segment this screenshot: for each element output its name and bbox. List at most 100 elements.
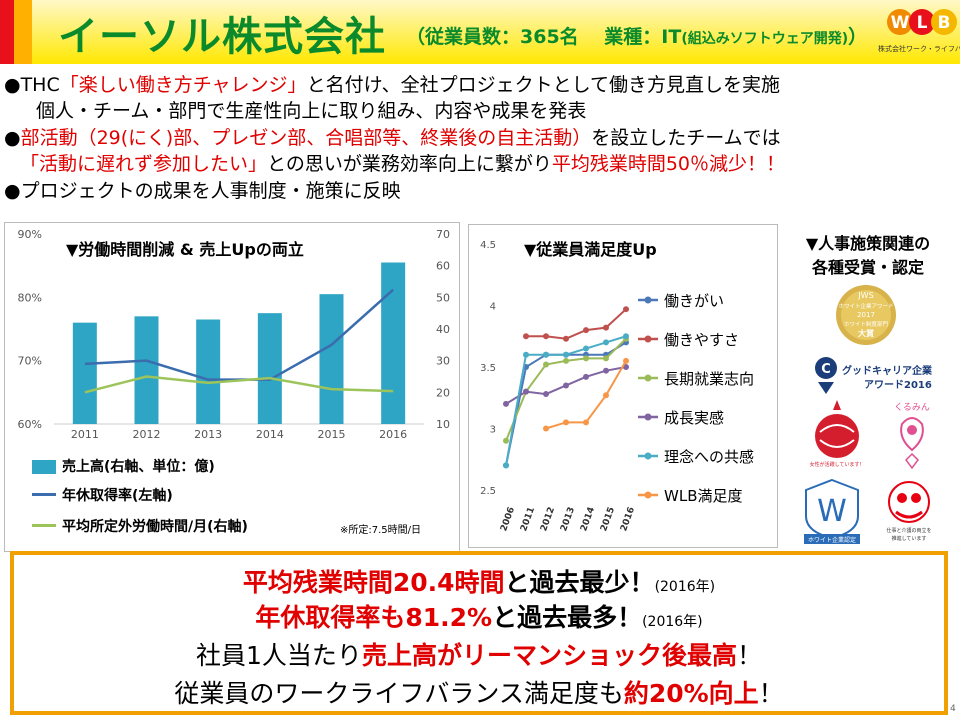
summary-line-leave: 年休取得率も81.2%と過去最多！(2016年) xyxy=(255,603,703,632)
kurumin-text: くるみん xyxy=(894,402,930,413)
bullet-policy: ●プロジェクトの成果を人事制度・施策に反映 xyxy=(4,180,401,202)
summary-line-wlb: 従業員のワークライフバランス満足度も約20%向上！ xyxy=(174,679,784,708)
series-point xyxy=(563,357,569,364)
overtime-line xyxy=(84,375,394,394)
legend-leave: 年休取得率(左軸) xyxy=(62,488,173,504)
series-point xyxy=(603,355,609,362)
goodcareer-line2: アワード2016 xyxy=(864,379,932,391)
series-point xyxy=(583,327,589,334)
jws-award-badge: JWS ホワイト企業アワード 2017 ホワイト制度部門 大賞 xyxy=(828,284,904,346)
series-point xyxy=(523,333,529,340)
series-point xyxy=(503,400,509,407)
x-tick-label: 2006 xyxy=(499,506,517,533)
legend-label: 長期就業志向 xyxy=(664,370,754,388)
x-tick-label: 2015 xyxy=(599,506,617,533)
series-point xyxy=(583,373,589,380)
x-tick-label: 2014 xyxy=(579,506,597,533)
logo-letter-b: B xyxy=(938,13,951,33)
legend-label: 理念への共感 xyxy=(664,448,754,466)
work-hours-sales-chart: 60% 70% 80% 90% 10 20 30 40 50 60 70 2011 2012 2013 20… xyxy=(18,228,450,441)
awards-heading: ▼人事施策関連の 各種受賞・認定 xyxy=(805,234,931,277)
leave-rate-line xyxy=(84,288,394,381)
y-tick-label: 3.5 xyxy=(480,363,496,374)
wlb-logo: W L B xyxy=(886,2,958,42)
jws-line5: 大賞 xyxy=(858,328,874,338)
svg-text:W: W xyxy=(817,494,847,529)
josei-katsuyaku-badge: 女性が活躍しています！ xyxy=(806,398,868,468)
series-line xyxy=(526,308,627,340)
sales-bar xyxy=(72,322,97,424)
series-point xyxy=(523,351,529,358)
header-red-stripe xyxy=(0,0,14,64)
x-tick-label: 2014 xyxy=(256,428,284,441)
series-point xyxy=(583,345,589,352)
series-point xyxy=(583,355,589,362)
legend-overtime-swatch xyxy=(32,524,56,527)
jws-line2: ホワイト企業アワード xyxy=(838,302,893,310)
jws-line3: 2017 xyxy=(857,311,875,319)
series-point xyxy=(563,419,569,426)
legend-label: WLB満足度 xyxy=(664,487,742,505)
good-career-award: C グッドキャリア企業 アワード2016 xyxy=(812,352,942,398)
x-tick-label: 2012 xyxy=(133,428,161,441)
series-point xyxy=(563,351,569,358)
summary-box xyxy=(10,551,948,715)
white-cert-text: ホワイト企業認定 xyxy=(808,536,856,544)
y-tick-label: 4.5 xyxy=(480,240,496,251)
kurumin-badge: くるみん xyxy=(880,398,944,472)
jws-line1: JWS xyxy=(857,291,873,300)
x-tick-label: 2015 xyxy=(318,428,346,441)
header-orange-stripe xyxy=(14,0,32,64)
sales-bar xyxy=(196,319,221,424)
legend-leave-swatch xyxy=(32,493,56,496)
logo-letter-w: W xyxy=(891,13,910,33)
series-point xyxy=(503,437,509,444)
x-tick-label: 2011 xyxy=(519,506,537,533)
page-number: 4 xyxy=(950,704,956,714)
series-point xyxy=(543,333,549,340)
legend-marker xyxy=(644,491,652,499)
y-tick-label: 2.5 xyxy=(480,486,496,497)
sales-bar xyxy=(319,294,344,424)
legend-marker xyxy=(644,296,652,304)
bullet-thc: ●THC「楽しい働き方チャレンジ」と名付け、全社プロジェクトとして働き方見直しを… xyxy=(4,74,781,96)
series-point xyxy=(603,367,609,374)
logo-caption: 株式会社ワーク・ライフバランス xyxy=(878,45,960,53)
sales-bar xyxy=(381,262,406,424)
logo-letter-l: L xyxy=(917,13,928,33)
summary-line-overtime: 平均残業時間20.4時間と過去最少！(2016年) xyxy=(242,568,716,597)
series-point xyxy=(503,462,509,469)
series-point xyxy=(543,351,549,358)
josei-text: 女性が活躍しています！ xyxy=(810,461,865,468)
series-point xyxy=(623,357,629,364)
legend-label: 働きがい xyxy=(664,292,724,310)
y-left-tick-label: 90% xyxy=(18,228,42,241)
x-tick-label: 2016 xyxy=(619,506,637,533)
chart1-heading: ▼労働時間削減 & 売上Upの両立 xyxy=(66,240,304,259)
series-point xyxy=(603,339,609,346)
y-right-tick-label: 20 xyxy=(436,386,450,399)
y-right-tick-label: 10 xyxy=(436,418,450,431)
chart2-heading: ▼従業員満足度Up xyxy=(524,240,657,259)
legend-marker xyxy=(644,374,652,382)
legend-marker xyxy=(644,413,652,421)
legend-marker xyxy=(644,452,652,460)
x-tick-label: 2016 xyxy=(379,428,407,441)
page-title: イーソル株式会社 xyxy=(58,14,386,60)
chart1-note: ※所定:7.5時間/日 xyxy=(340,525,422,536)
tokyo-cert-line2: 推進しています xyxy=(892,535,927,542)
legend-marker xyxy=(644,335,652,343)
goodcareer-line1: グッドキャリア企業 xyxy=(842,364,933,377)
header-bar xyxy=(0,0,960,64)
series-point xyxy=(603,392,609,399)
y-left-tick-label: 60% xyxy=(18,418,42,431)
legend-overtime: 平均所定外労働時間/月(右軸) xyxy=(62,519,248,535)
series-point xyxy=(623,306,629,313)
legend-sales-swatch xyxy=(32,460,56,474)
jws-line4: ホワイト制度部門 xyxy=(844,320,889,328)
summary-line-sales: 社員1人当たり売上高がリーマンショック後最高！ xyxy=(196,641,762,670)
series-point xyxy=(563,335,569,342)
y-right-tick-label: 50 xyxy=(436,291,450,304)
series-point xyxy=(543,361,549,368)
series-point xyxy=(583,419,589,426)
